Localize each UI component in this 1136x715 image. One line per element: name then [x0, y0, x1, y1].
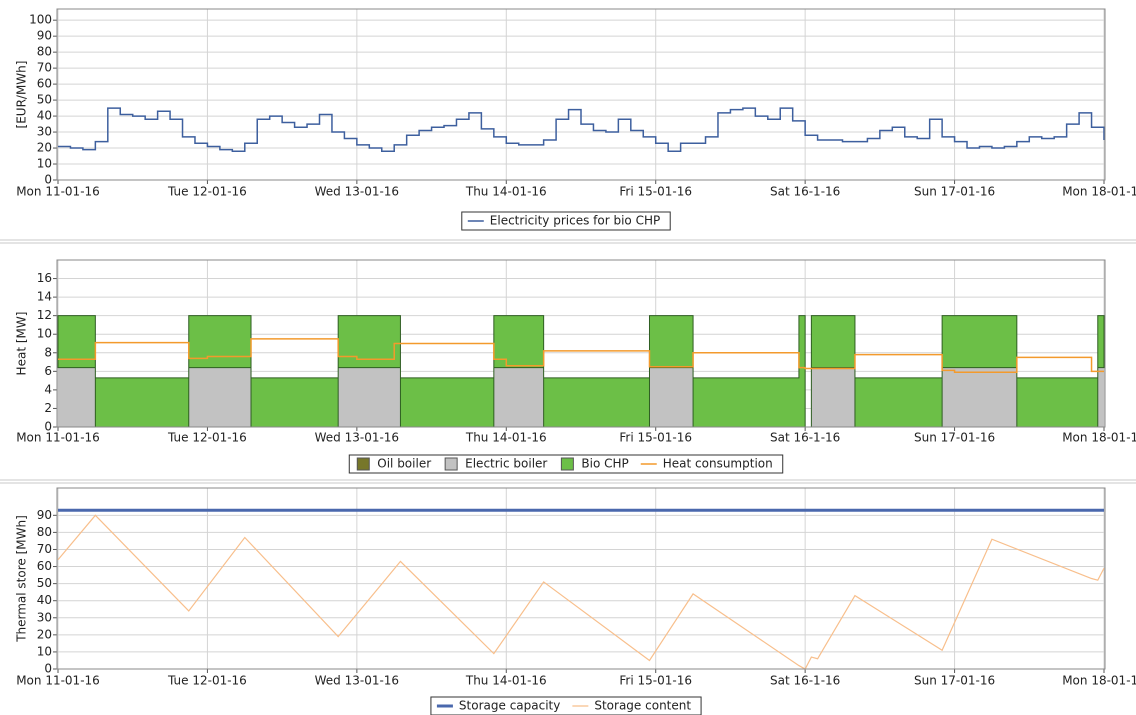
plot-frame — [56, 8, 1106, 181]
y-tick-label: 14 — [37, 290, 52, 304]
legend-label: Electric boiler — [465, 457, 547, 471]
x-tick-label: Sat 16-1-16 — [770, 431, 840, 445]
legend-label: Heat consumption — [663, 457, 773, 471]
y-tick-label: 50 — [37, 576, 52, 590]
y-tick-label: 30 — [37, 125, 52, 139]
x-tick-label: Sun 17-01-16 — [914, 185, 995, 199]
x-tick-label: Thu 14-01-16 — [465, 674, 547, 688]
y-tick-label: 80 — [37, 525, 52, 539]
chart-panel: 0 10 20 30 40 50 60 70 80 90 Mon 11-01-16 Tue 12-01… — [15, 487, 1136, 715]
y-tick-label: 20 — [37, 627, 52, 641]
legend-box — [461, 211, 671, 231]
y-tick-label: 80 — [37, 45, 52, 59]
y-tick-label: 10 — [37, 327, 52, 341]
x-tick-label: Wed 13-01-16 — [315, 674, 399, 688]
x-tick-label: Mon 11-01-16 — [16, 185, 100, 199]
y-tick-label: 100 — [29, 13, 52, 27]
plot-frame — [56, 259, 1106, 428]
chart-panel: 0 10 20 30 40 50 60 70 80 90 100 Mon 11-01-16 Tue 12… — [15, 8, 1136, 231]
y-tick-label: 60 — [37, 559, 52, 573]
y-axis-label: Thermal store [MWh] — [15, 515, 29, 643]
y-tick-label: 2 — [44, 401, 52, 415]
line — [58, 107, 1105, 152]
legend-label: Storage content — [594, 699, 691, 713]
y-tick-label: 50 — [37, 93, 52, 107]
y-tick-label: 12 — [37, 308, 52, 322]
legend-swatch — [560, 457, 574, 471]
y-tick-label: 90 — [37, 29, 52, 43]
legend-label: Oil boiler — [377, 457, 431, 471]
x-tick-label: Fri 15-01-16 — [619, 431, 692, 445]
x-tick-label: Wed 13-01-16 — [315, 431, 399, 445]
y-tick-label: 10 — [37, 644, 52, 658]
legend-swatch — [444, 457, 458, 471]
y-tick-label: 40 — [37, 593, 52, 607]
y-tick-label: 0 — [44, 420, 52, 434]
x-tick-label: Mon 18-01-16 — [1062, 185, 1136, 199]
x-tick-label: Tue 12-01-16 — [167, 674, 247, 688]
y-tick-label: 70 — [37, 61, 52, 75]
plot-frame — [56, 487, 1106, 670]
legend-box — [430, 696, 702, 715]
y-tick-label: 10 — [37, 157, 52, 171]
y-tick-label: 90 — [37, 508, 52, 522]
y-tick-label: 0 — [44, 173, 52, 187]
x-tick-label: Tue 12-01-16 — [167, 185, 247, 199]
x-tick-label: Sat 16-1-16 — [770, 185, 840, 199]
y-axis-label: Heat [MW] — [15, 312, 29, 376]
x-tick-label: Sat 16-1-16 — [770, 674, 840, 688]
y-tick-label: 20 — [37, 141, 52, 155]
legend-label: Electricity prices for bio CHP — [490, 214, 660, 228]
plot-area — [57, 488, 1105, 669]
y-axis-label: [EUR/MWh] — [15, 61, 29, 129]
legend-swatch — [356, 457, 370, 471]
x-tick-label: Fri 15-01-16 — [619, 185, 692, 199]
line — [57, 514, 1105, 670]
y-tick-label: 70 — [37, 542, 52, 556]
line — [58, 338, 1104, 374]
y-tick-label: 30 — [37, 610, 52, 624]
y-tick-label: 16 — [37, 271, 52, 285]
x-tick-label: Thu 14-01-16 — [465, 431, 547, 445]
x-tick-label: Mon 18-01-16 — [1062, 431, 1136, 445]
x-tick-label: Mon 11-01-16 — [16, 431, 100, 445]
x-tick-label: Mon 18-01-16 — [1062, 674, 1136, 688]
x-tick-label: Tue 12-01-16 — [167, 431, 247, 445]
stacked-area — [58, 367, 1104, 427]
x-tick-label: Sun 17-01-16 — [914, 674, 995, 688]
legend: Electricity prices for bio CHP — [461, 211, 671, 231]
stacked-area — [57, 315, 1105, 428]
legend: Storage capacity Storage content — [430, 696, 702, 715]
legend: Oil boiler Electric boiler Bio CHP Heat con… — [348, 454, 784, 474]
legend-label: Bio CHP — [581, 457, 628, 471]
chart-panel: 0 2 4 6 8 10 12 14 16 Mon 11-01-16 Tue 12-01-16 Wed… — [15, 259, 1136, 474]
y-tick-label: 40 — [37, 109, 52, 123]
x-tick-label: Mon 11-01-16 — [16, 674, 100, 688]
legend-label: Storage capacity — [459, 699, 560, 713]
y-tick-label: 60 — [37, 77, 52, 91]
y-tick-label: 0 — [44, 662, 52, 676]
y-tick-label: 8 — [44, 345, 52, 359]
x-tick-label: Wed 13-01-16 — [315, 185, 399, 199]
y-tick-label: 6 — [44, 364, 52, 378]
legend-box — [348, 454, 784, 474]
x-tick-label: Thu 14-01-16 — [465, 185, 547, 199]
y-tick-label: 4 — [44, 382, 52, 396]
plot-area — [57, 9, 1105, 180]
x-tick-label: Sun 17-01-16 — [914, 431, 995, 445]
x-tick-label: Fri 15-01-16 — [619, 674, 692, 688]
